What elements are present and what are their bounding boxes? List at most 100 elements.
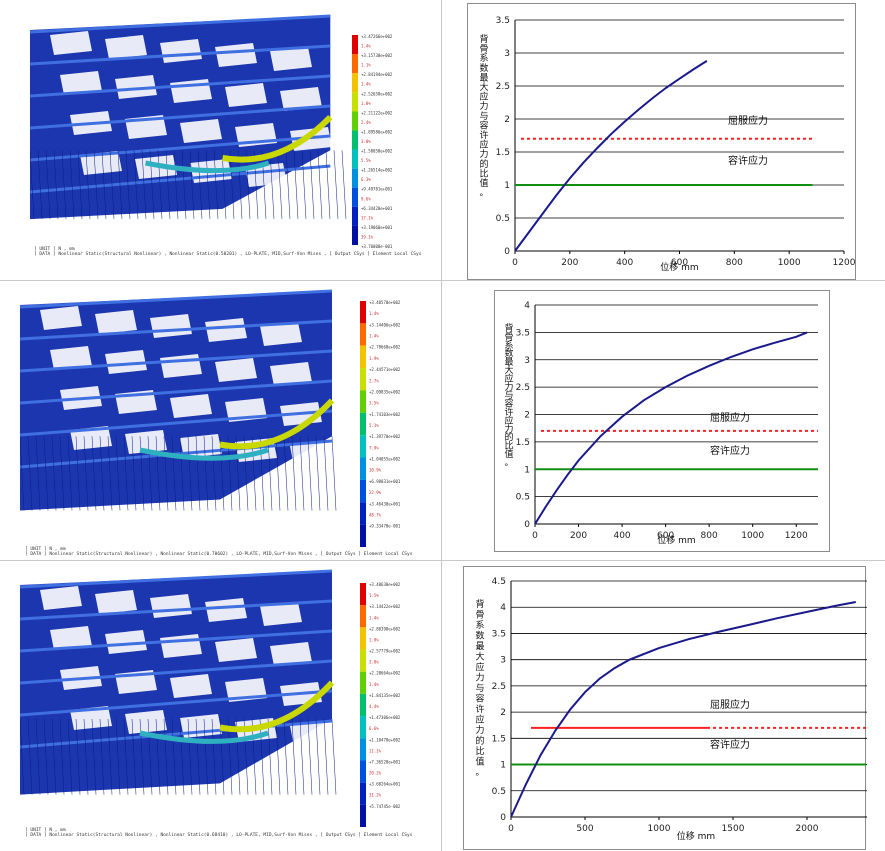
- x-tick-label: 500: [576, 824, 593, 834]
- y-tick-label: 2: [504, 115, 510, 125]
- fea-mesh-line: [341, 150, 347, 220]
- fea-opening: [270, 642, 312, 666]
- fea-hotspot: [219, 680, 335, 733]
- fea-beam: [20, 569, 333, 589]
- fea-opening: [215, 638, 257, 662]
- fea-mesh-line: [219, 718, 225, 795]
- y-axis-label-char: 应: [504, 372, 513, 384]
- fea-mesh-line: [67, 436, 73, 511]
- y-axis-label-char: 系: [479, 53, 488, 64]
- fea-mesh-line: [299, 436, 305, 511]
- fea-mesh-line: [331, 436, 337, 511]
- fea-legend-value: +2.20664e+002: [369, 671, 401, 676]
- y-tick-label: 3: [524, 356, 530, 366]
- fea-beam: [30, 74, 331, 98]
- fea-legend-swatch: [352, 92, 358, 112]
- y-tick-label: 4.5: [492, 577, 506, 587]
- fea-legend-swatch: [360, 627, 366, 650]
- fea-mesh-line: [27, 718, 33, 795]
- fea-mesh-line: [197, 150, 203, 220]
- fea-mesh-line: [155, 718, 161, 795]
- fea-mesh-line: [275, 718, 281, 795]
- fea-legend-percent: 2.4%: [361, 120, 371, 125]
- y-axis-label-char: 比: [504, 440, 513, 452]
- fea-legend-value: +3.46430e+001: [369, 501, 401, 506]
- fea-caption-2: [ UNIT ] N , mm [ DATA ] Nonlinear Stati…: [25, 547, 413, 557]
- fea-opening: [105, 350, 147, 374]
- fea-mesh-line: [30, 150, 35, 220]
- series-line: [514, 60, 708, 252]
- fea-mesh-line: [171, 718, 177, 795]
- fea-mesh-line: [133, 150, 139, 220]
- y-axis-label-char: 的: [479, 158, 488, 170]
- fea-mesh-line: [27, 436, 33, 511]
- fea-mesh-line: [301, 150, 307, 220]
- fea-legend-swatch: [352, 111, 358, 131]
- fea-mesh-line: [181, 150, 187, 220]
- fea-beam: [20, 689, 333, 717]
- y-axis-label-char: 的: [504, 431, 513, 443]
- fea-panel-2: +3.48570e+002 +3.14406e+002 +2.78660e+002 +…: [20, 285, 420, 560]
- fea-opening: [225, 83, 267, 107]
- fea-legend-percent: 1.8%: [361, 101, 371, 106]
- y-axis-label-char: 。: [475, 768, 484, 778]
- y-axis-label-char: 许: [475, 703, 484, 715]
- fea-mesh-line: [211, 718, 217, 795]
- y-tick-label: 3.5: [516, 328, 530, 338]
- fea-legend-percent: 4.4%: [369, 704, 379, 709]
- yield-stress-label: 屈服应力: [728, 114, 768, 127]
- y-axis-label-char: 应: [475, 714, 484, 726]
- fea-hotspot: [221, 114, 333, 163]
- fea-opening: [95, 310, 137, 334]
- fea-beam: [30, 134, 331, 162]
- fea-mesh-line: [259, 718, 265, 795]
- y-axis-label-char: 大: [475, 651, 484, 663]
- y-axis-label-char: 数: [479, 62, 488, 74]
- fea-mesh-line: [163, 718, 169, 795]
- x-tick-label: 400: [616, 258, 633, 268]
- fea-opening: [95, 590, 137, 614]
- y-axis-label-char: 大: [504, 364, 513, 376]
- fea-mesh-line: [163, 436, 169, 511]
- fea-mesh-line: [117, 150, 123, 220]
- fea-mesh-line: [179, 436, 185, 511]
- fea-mesh-line: [189, 150, 195, 220]
- y-axis-label-char: 与: [479, 111, 488, 122]
- fea-opening: [270, 362, 312, 386]
- fea-mesh-line: [109, 150, 115, 220]
- fea-legend-value: +1.39770e+002: [369, 434, 401, 439]
- fea-mesh-line: [83, 436, 89, 511]
- fea-stress-contour-3: +3.48630e+002 +3.14422e+002 +2.80398e+002 +…: [20, 569, 401, 827]
- fea-caption-3: [ UNIT ] N , mm [ DATA ] Nonlinear Stati…: [25, 828, 413, 838]
- fea-mesh-line: [93, 150, 99, 220]
- allowable-stress-label: 容许应力: [710, 444, 750, 457]
- fea-mesh-line: [203, 718, 209, 795]
- fea-legend-swatch: [360, 502, 366, 525]
- x-tick-label: 1000: [648, 824, 671, 834]
- y-axis-label-char: 应: [479, 139, 488, 151]
- fea-opening: [205, 598, 247, 622]
- fea-legend-percent: 3.5%: [369, 401, 379, 406]
- fea-legend-percent: 17.1%: [361, 215, 374, 220]
- fea-legend-value: +2.09835e+002: [369, 389, 401, 394]
- y-axis-label-char: 。: [479, 189, 488, 199]
- fea-mesh-line: [43, 718, 49, 795]
- fea-legend-value: +2.57779e+002: [369, 649, 401, 654]
- fea-mesh-line: [333, 150, 339, 220]
- fea-opening: [170, 394, 212, 418]
- y-axis-label-char: 应: [479, 91, 488, 103]
- fea-mesh-line: [75, 436, 81, 511]
- fea-mesh-line: [291, 436, 297, 511]
- fea-mesh-line: [61, 150, 67, 220]
- fea-opening: [180, 119, 222, 143]
- fea-beam: [20, 409, 333, 437]
- fea-mesh-line: [35, 718, 41, 795]
- y-tick-label: 4: [524, 301, 530, 311]
- fea-legend-swatch: [352, 225, 358, 245]
- y-axis-label-char: 许: [479, 129, 488, 141]
- fea-beam: [20, 319, 333, 341]
- yield-stress-label: 屈服应力: [710, 411, 750, 424]
- fea-opening: [270, 47, 312, 71]
- fea-legend-value: +3.19060e+001: [361, 225, 393, 230]
- y-tick-label: 0: [500, 813, 506, 823]
